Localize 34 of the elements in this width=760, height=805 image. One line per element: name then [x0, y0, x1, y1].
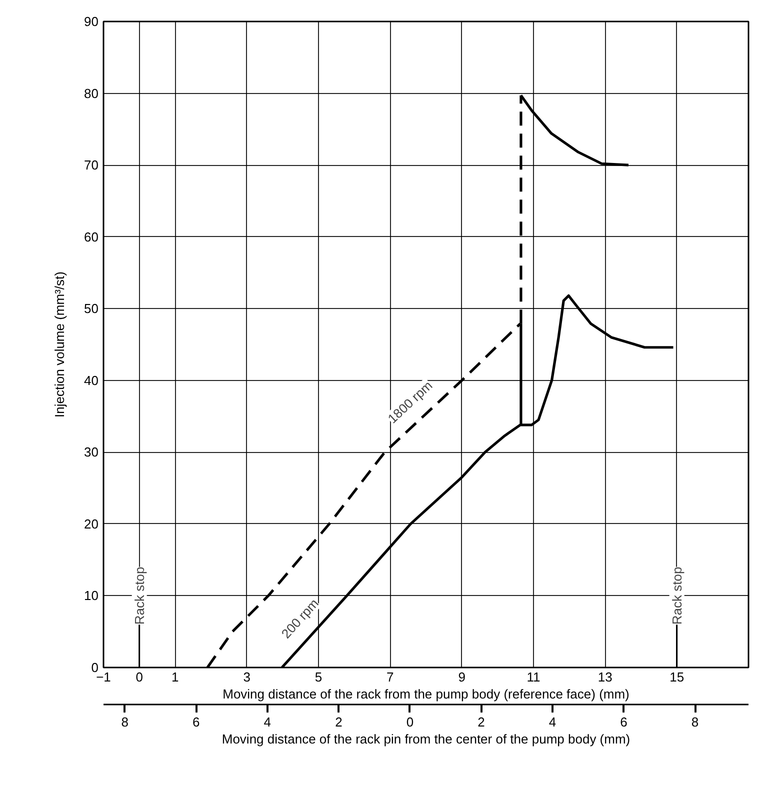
- y-tick-label: 10: [84, 588, 99, 604]
- y-tick-label: 30: [84, 444, 99, 460]
- x-axis-title: Moving distance of the rack from the pump body (reference face) (mm): [222, 686, 630, 702]
- y-tick-label: 70: [84, 158, 99, 173]
- x-tick-label: 15: [670, 670, 684, 684]
- x2-tick-label: 0: [406, 714, 414, 730]
- x-tick-label: 5: [314, 670, 322, 684]
- x2-tick-label: 4: [548, 714, 556, 730]
- x-tick-label: 0: [136, 670, 143, 684]
- x2-tick-label: 2: [478, 714, 485, 730]
- x2-tick-label: 6: [620, 714, 628, 730]
- y-tick-label: 50: [84, 301, 99, 316]
- ref-line-label: Rack stop: [669, 566, 684, 625]
- y-tick-label: 0: [91, 660, 99, 675]
- y-tick-label: 20: [84, 516, 99, 532]
- x-tick-label: 11: [526, 670, 540, 684]
- x-tick-label: 13: [598, 670, 612, 684]
- x2-tick-label: 6: [192, 714, 200, 730]
- x-tick-label: 1: [172, 670, 179, 684]
- y-axis-title: Injection volume (mm³/st): [52, 272, 68, 418]
- x-tick-label: 7: [386, 670, 394, 684]
- x2-tick-label: 2: [335, 714, 342, 730]
- y-tick-label: 80: [84, 86, 99, 101]
- x2-axis-title: Moving distance of the rack pin from the center of the pump body (mm): [222, 732, 630, 746]
- y-tick-label: 90: [84, 14, 99, 29]
- x-tick-label: 3: [243, 670, 250, 684]
- y-tick-label: 40: [84, 372, 99, 388]
- text: 200 rpm: [278, 596, 322, 642]
- x2-tick-label: 4: [264, 714, 272, 730]
- x-tick-label: 9: [458, 670, 466, 684]
- x2-tick-label: 8: [121, 714, 128, 730]
- x2-tick-label: 8: [691, 714, 699, 730]
- y-tick-label: 60: [84, 229, 99, 244]
- ref-line-label: Rack stop: [132, 566, 147, 625]
